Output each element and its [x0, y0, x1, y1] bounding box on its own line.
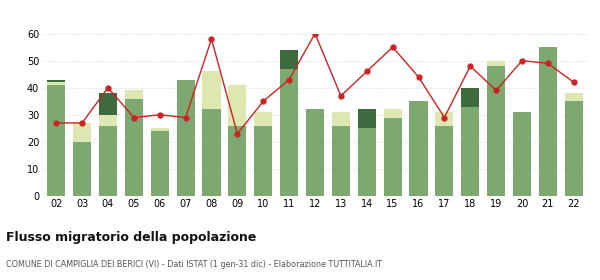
Bar [176, 80, 194, 196]
Bar [487, 66, 505, 196]
Bar [47, 85, 65, 196]
Bar [202, 109, 221, 196]
Bar [73, 123, 91, 142]
Bar [280, 50, 298, 69]
Bar [513, 112, 531, 196]
Bar [47, 82, 65, 85]
Bar [358, 109, 376, 128]
Bar [47, 80, 65, 82]
Bar [487, 61, 505, 66]
Bar [99, 115, 117, 126]
Text: Flusso migratorio della popolazione: Flusso migratorio della popolazione [6, 231, 256, 244]
Text: COMUNE DI CAMPIGLIA DEI BERICI (VI) - Dati ISTAT (1 gen-31 dic) - Elaborazione T: COMUNE DI CAMPIGLIA DEI BERICI (VI) - Da… [6, 260, 382, 269]
Bar [565, 93, 583, 101]
Bar [332, 126, 350, 196]
Bar [436, 112, 454, 126]
Bar [99, 93, 117, 115]
Bar [358, 128, 376, 196]
Bar [151, 131, 169, 196]
Bar [254, 112, 272, 126]
Bar [229, 85, 247, 126]
Bar [461, 88, 479, 107]
Bar [565, 101, 583, 196]
Bar [229, 126, 247, 196]
Bar [383, 109, 401, 118]
Bar [125, 90, 143, 99]
Bar [280, 69, 298, 196]
Bar [539, 47, 557, 196]
Bar [125, 99, 143, 196]
Bar [436, 126, 454, 196]
Bar [254, 126, 272, 196]
Bar [202, 71, 221, 109]
Bar [409, 101, 428, 196]
Bar [383, 118, 401, 196]
Bar [99, 126, 117, 196]
Bar [461, 107, 479, 196]
Bar [332, 112, 350, 126]
Bar [151, 128, 169, 131]
Bar [306, 109, 324, 196]
Bar [73, 142, 91, 196]
